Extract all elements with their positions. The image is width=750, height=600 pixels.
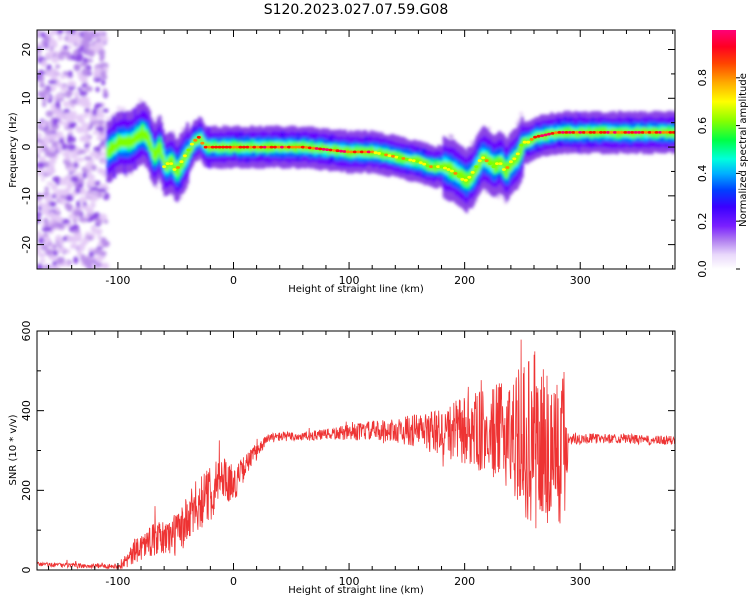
x-tick-label: 100	[339, 575, 360, 588]
spectrogram-xlabel: Height of straight line (km)	[288, 284, 424, 295]
y-tick-label: 20	[20, 43, 33, 57]
x-tick-label: 200	[454, 274, 475, 287]
colorbar-label: Normalized spectral amplitude	[738, 73, 749, 227]
x-tick-label: 0	[230, 575, 237, 588]
colorbar-tick-label: 0.6	[696, 117, 709, 135]
figure-title: S120.2023.027.07.59.G08	[264, 2, 449, 18]
snr-frame	[36, 330, 676, 571]
colorbar-ticks: 0.0 0.2 0.4 0.6 0.8	[696, 69, 740, 278]
x-tick-label: 0	[230, 274, 237, 287]
x-tick-label: 200	[454, 575, 475, 588]
snr-panel: -100 0 100 200 300 0 200 400 600 Height of strai…	[8, 321, 676, 596]
spectrogram-frame	[36, 29, 676, 270]
spectrogram-ylabel: Frequency (Hz)	[8, 112, 19, 188]
y-tick-label: 0	[20, 567, 33, 574]
x-tick-label: 300	[570, 274, 591, 287]
y-tick-label: 0	[20, 144, 33, 151]
x-tick-label: 300	[570, 575, 591, 588]
colorbar-tick-label: 0.2	[696, 212, 709, 230]
x-tick-label: 100	[339, 274, 360, 287]
y-tick-label: -20	[20, 236, 33, 254]
colorbar-tick-label: 0.8	[696, 69, 709, 87]
colorbar-gradient	[712, 30, 736, 269]
y-tick-label: 400	[20, 400, 33, 421]
snr-ticks: -100 0 100 200 300 0 200 400 600	[20, 321, 675, 588]
y-tick-label: -10	[20, 187, 33, 205]
spectrogram-heatmap	[37, 30, 675, 269]
y-tick-label: 600	[20, 321, 33, 342]
x-tick-label: -100	[105, 274, 130, 287]
colorbar-tick-label: 0.0	[696, 260, 709, 278]
spectrogram-texture	[37, 30, 675, 269]
y-tick-label: 200	[20, 480, 33, 501]
colorbar-tick-label: 0.4	[696, 165, 709, 183]
snr-xlabel: Height of straight line (km)	[288, 585, 424, 596]
snr-line	[37, 339, 675, 570]
snr-ylabel: SNR (10 * v/v)	[8, 414, 19, 485]
x-tick-label: -100	[105, 575, 130, 588]
colorbar: 0.0 0.2 0.4 0.6 0.8 Normalized spectral ampl…	[696, 30, 749, 278]
y-tick-label: 10	[20, 91, 33, 105]
snr-series	[37, 339, 675, 570]
